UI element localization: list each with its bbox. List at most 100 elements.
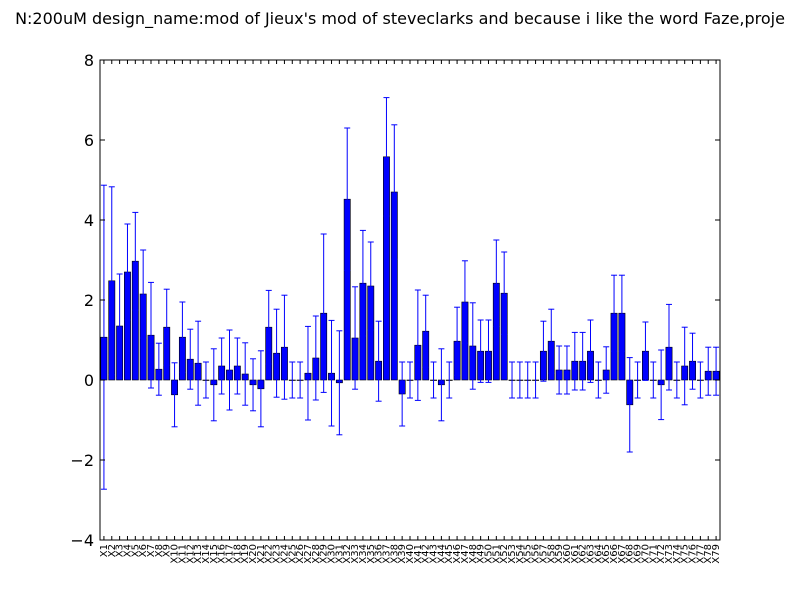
- errorbar-X32: [344, 127, 351, 271]
- x-tick-label: X69: [633, 544, 644, 564]
- x-tick-label: X48: [468, 544, 479, 564]
- x-tick-label: X40: [405, 544, 416, 564]
- errorbar-X75: [681, 326, 688, 406]
- x-tick-label: X46: [452, 544, 463, 564]
- x-tick-label: X50: [483, 544, 494, 564]
- x-tick-label: X16: [217, 544, 228, 564]
- chart-title: N:200uM design_name:mod of Jieux's mod o…: [15, 9, 785, 29]
- y-tick-label: −4: [70, 531, 94, 550]
- errorbar-X19: [242, 342, 249, 406]
- x-tick-label: X34: [358, 544, 369, 564]
- errorbar-X45: [446, 361, 453, 399]
- errorbar-X43: [430, 361, 437, 399]
- x-tick-label: X57: [538, 544, 549, 564]
- errorbar-X9: [163, 288, 170, 366]
- errorbar-X64: [595, 361, 602, 399]
- x-tick-label: X63: [586, 544, 597, 564]
- x-tick-label: X32: [342, 544, 353, 564]
- errorbar-X62: [579, 331, 586, 391]
- x-tick-label: X41: [413, 544, 424, 564]
- errorbar-X76: [689, 332, 696, 390]
- x-tick-label: X44: [436, 544, 447, 564]
- x-tick-label: X55: [523, 544, 534, 564]
- errorbar-X35: [367, 241, 374, 331]
- x-tick-label: X13: [193, 544, 204, 564]
- errorbar-X8: [155, 342, 162, 396]
- y-tick-label: 8: [84, 51, 94, 70]
- x-tick-label: X38: [389, 544, 400, 564]
- x-tick-label: X70: [640, 544, 651, 564]
- x-tick-label: X26: [295, 544, 306, 564]
- y-tick-label: −2: [70, 451, 94, 470]
- errorbar-X67: [618, 274, 625, 352]
- errorbar-X46: [454, 306, 461, 376]
- x-axis: X1X2X3X4X5X6X7X8X9X10X11X12X13X14X15X16X…: [99, 60, 722, 564]
- errorbar-X65: [603, 346, 610, 394]
- x-tick-label: X12: [185, 544, 196, 564]
- x-tick-label: X19: [240, 544, 251, 564]
- errorbar-X17: [226, 329, 233, 411]
- x-tick-label: X49: [476, 544, 487, 564]
- x-tick-label: X54: [515, 544, 526, 564]
- errorbar-X78: [705, 346, 712, 396]
- x-tick-label: X62: [578, 544, 589, 564]
- errorbar-X52: [501, 251, 508, 335]
- errorbar-X1: [100, 184, 107, 490]
- errorbar-X44: [438, 348, 445, 422]
- errorbar-X27: [304, 325, 311, 421]
- x-tick-label: X59: [554, 544, 565, 564]
- errorbar-X24: [281, 294, 288, 400]
- errorbar-X10: [171, 362, 178, 428]
- x-tick-label: X35: [366, 544, 377, 564]
- x-tick-label: X67: [617, 544, 628, 564]
- errorbar-X68: [626, 357, 633, 453]
- errorbar-X66: [611, 274, 618, 352]
- errorbar-X39: [399, 361, 406, 427]
- errorbar-X72: [658, 349, 665, 421]
- x-tick-label: X52: [499, 544, 510, 564]
- x-tick-label: X10: [170, 544, 181, 564]
- errorbar-X31: [336, 330, 343, 436]
- x-tick-label: X25: [287, 544, 298, 564]
- x-tick-label: X1: [99, 544, 110, 557]
- errorbar-X69: [634, 361, 641, 399]
- y-tick-label: 6: [84, 131, 94, 150]
- x-tick-label: X23: [272, 544, 283, 564]
- x-tick-label: X61: [570, 544, 581, 564]
- x-tick-label: X22: [264, 544, 275, 564]
- x-tick-label: X33: [350, 544, 361, 564]
- errorbar-X73: [665, 303, 672, 391]
- errorbar-X71: [650, 361, 657, 399]
- x-tick-label: X60: [562, 544, 573, 564]
- x-tick-label: X51: [491, 544, 502, 564]
- x-tick-label: X5: [130, 544, 141, 557]
- x-tick-label: X56: [531, 544, 542, 564]
- x-tick-label: X74: [672, 544, 683, 564]
- x-tick-label: X73: [664, 544, 675, 564]
- x-tick-label: X11: [177, 544, 188, 564]
- errorbar-X16: [218, 337, 225, 395]
- x-tick-label: X79: [711, 544, 722, 564]
- errorbar-X70: [642, 321, 649, 381]
- x-tick-label: X6: [138, 544, 149, 557]
- x-tick-label: X75: [680, 544, 691, 564]
- errorbar-X2: [108, 186, 115, 376]
- x-tick-label: X2: [107, 544, 118, 557]
- errorbar-X48: [469, 302, 476, 390]
- errorbar-X47: [461, 260, 468, 344]
- x-tick-label: X7: [146, 544, 157, 557]
- x-tick-label: X30: [327, 544, 338, 564]
- errorbar-X30: [328, 319, 335, 427]
- x-tick-label: X31: [334, 544, 345, 564]
- errorbar-X11: [179, 301, 186, 373]
- x-tick-label: X3: [115, 544, 126, 557]
- x-tick-label: X47: [460, 544, 471, 564]
- errorbar-X33: [352, 286, 359, 390]
- y-tick-label: 2: [84, 291, 94, 310]
- errorbar-X58: [548, 308, 555, 374]
- errorbar-X61: [571, 331, 578, 391]
- y-axis: −4 −2 0 2 4 6 8: [70, 51, 720, 550]
- errorbar-X56: [532, 361, 539, 399]
- x-tick-label: X71: [648, 544, 659, 564]
